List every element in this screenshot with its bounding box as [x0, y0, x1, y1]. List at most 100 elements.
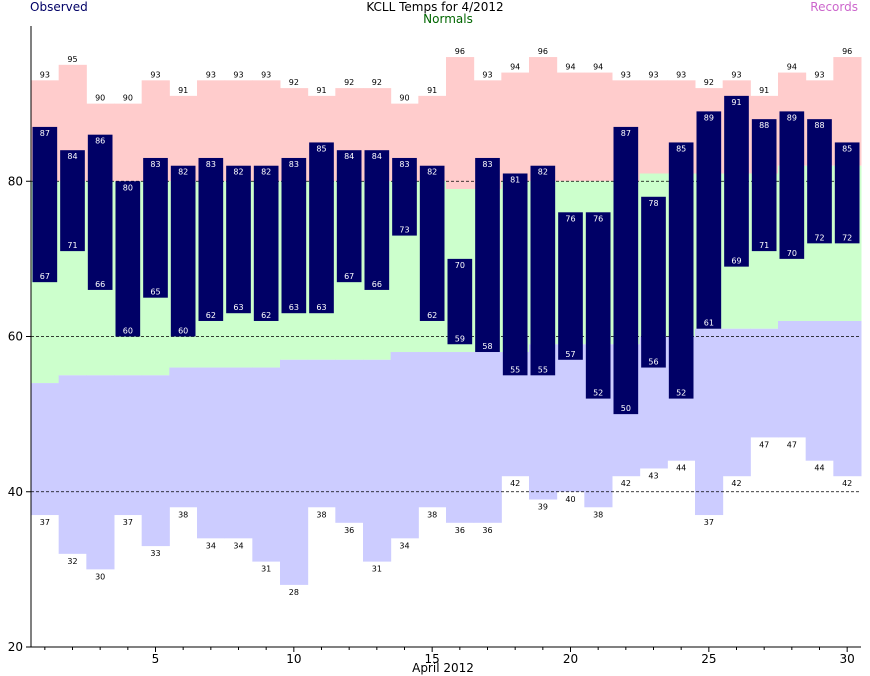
observed-bar-5	[143, 157, 168, 298]
observed-bar-16	[447, 258, 473, 345]
x-tick-label-15: 15	[425, 652, 440, 666]
record-low-label-8: 34	[233, 541, 243, 550]
observed-high-label-13: 84	[372, 152, 382, 161]
observed-low-label-17: 58	[482, 342, 492, 351]
observed-bar-2	[60, 150, 85, 252]
record-low-band-3	[86, 375, 115, 570]
record-high-label-28: 94	[787, 63, 797, 72]
record-low-label-3: 30	[95, 572, 105, 581]
record-low-label-7: 34	[206, 541, 216, 550]
record-high-band-16	[446, 57, 475, 190]
x-axis-label: April 2012	[412, 661, 474, 675]
observed-low-label-8: 63	[233, 303, 243, 312]
observed-high-label-4: 80	[123, 183, 133, 192]
record-high-label-30: 96	[842, 47, 852, 56]
record-low-band-5	[141, 375, 170, 547]
x-tick-label-10: 10	[286, 652, 301, 666]
observed-low-label-16: 59	[455, 334, 465, 343]
record-low-label-4: 37	[123, 518, 133, 527]
observed-high-label-26: 91	[731, 98, 741, 107]
record-high-label-13: 92	[372, 78, 382, 87]
y-tick-label-80: 80	[8, 174, 23, 188]
grid-layer	[31, 180, 861, 493]
observed-high-label-14: 83	[399, 160, 409, 169]
record-high-label-29: 93	[814, 70, 824, 79]
observed-bar-4	[115, 181, 141, 337]
observed-bar-12	[336, 150, 362, 283]
record-high-label-23: 93	[648, 70, 658, 79]
observed-bar-13	[364, 150, 390, 290]
observed-high-label-5: 83	[150, 160, 160, 169]
record-high-band-18	[501, 72, 530, 182]
observed-bar-29	[807, 119, 832, 244]
record-high-label-4: 90	[123, 94, 133, 103]
record-low-label-19: 39	[538, 503, 548, 512]
record-high-band-23	[639, 80, 668, 174]
x-tick-label-5: 5	[152, 652, 160, 666]
observed-low-label-20: 57	[565, 350, 575, 359]
y-tick-label-40: 40	[8, 485, 23, 499]
record-high-label-25: 92	[704, 78, 714, 87]
record-low-label-22: 42	[621, 479, 631, 488]
observed-bar-30	[834, 142, 860, 244]
observed-low-label-5: 65	[150, 288, 160, 297]
record-low-label-12: 36	[344, 526, 354, 535]
observed-high-label-21: 76	[593, 214, 603, 223]
observed-bar-15	[419, 165, 445, 321]
record-low-label-18: 42	[510, 479, 520, 488]
record-high-label-16: 96	[455, 47, 465, 56]
record-high-label-20: 94	[565, 63, 575, 72]
observed-low-label-7: 62	[206, 311, 216, 320]
record-low-label-6: 38	[178, 510, 188, 519]
observed-high-label-1: 87	[40, 129, 50, 138]
observed-high-label-29: 88	[814, 121, 824, 130]
observed-bar-1	[32, 126, 58, 283]
observed-high-label-23: 78	[648, 199, 658, 208]
axes-layer: 20 40 60 80 5 10 15 20 25 30 April 2012	[8, 26, 861, 675]
record-high-label-22: 93	[621, 70, 631, 79]
normals-legend-label: Normals	[423, 12, 473, 26]
x-tick-label-30: 30	[840, 652, 855, 666]
value-labels-layer: 93 87 67 37 95 84 71 32 90 86 66 30 90 80 60 37 93 83 65 33…	[40, 47, 853, 597]
observed-legend-label: Observed	[30, 0, 88, 14]
record-low-band-30	[833, 320, 862, 477]
record-low-band-13	[363, 359, 392, 562]
record-low-label-11: 38	[316, 510, 326, 519]
observed-low-label-18: 55	[510, 365, 520, 374]
observed-high-label-16: 70	[455, 261, 465, 270]
observed-bar-9	[253, 165, 279, 321]
record-low-band-6	[169, 367, 198, 508]
record-high-label-6: 91	[178, 86, 188, 95]
observed-bar-14	[392, 157, 417, 236]
record-high-label-8: 93	[233, 70, 243, 79]
record-low-band-28	[778, 320, 807, 438]
record-high-band-4	[114, 103, 143, 182]
observed-bar-20	[558, 212, 583, 360]
record-low-band-26	[722, 328, 751, 477]
observed-high-label-27: 88	[759, 121, 769, 130]
observed-high-label-7: 83	[206, 160, 216, 169]
record-low-label-23: 43	[648, 471, 658, 480]
y-tick-label-20: 20	[8, 640, 23, 654]
observed-low-label-13: 66	[372, 280, 382, 289]
records-legend-label: Records	[810, 0, 858, 14]
record-high-band-19	[529, 57, 558, 182]
observed-low-label-26: 69	[731, 257, 741, 266]
record-high-label-7: 93	[206, 70, 216, 79]
record-low-label-30: 42	[842, 479, 852, 488]
record-low-band-27	[750, 328, 779, 438]
observed-low-label-25: 61	[704, 319, 714, 328]
record-low-label-24: 44	[676, 464, 686, 473]
record-low-label-17: 36	[482, 526, 492, 535]
observed-low-label-9: 62	[261, 311, 271, 320]
record-high-label-17: 93	[482, 70, 492, 79]
observed-high-label-17: 83	[482, 160, 492, 169]
observed-high-label-30: 85	[842, 144, 852, 153]
observed-high-label-19: 82	[538, 168, 548, 177]
observed-high-label-12: 84	[344, 152, 354, 161]
observed-high-label-22: 87	[621, 129, 631, 138]
record-high-band-9	[252, 80, 281, 182]
observed-low-label-22: 50	[621, 404, 631, 413]
observed-bar-26	[724, 95, 749, 267]
